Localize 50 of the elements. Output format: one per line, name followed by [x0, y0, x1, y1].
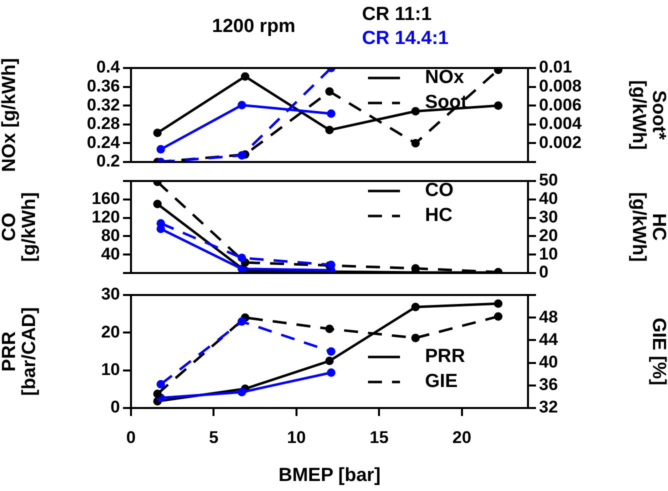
y-tick-label: 0.36: [86, 76, 120, 96]
y2-tick-label: 30: [539, 207, 558, 226]
y2-tick-label: 0.004: [539, 114, 582, 134]
y2-tick-label: 0: [539, 262, 548, 282]
x-tick-label: 20: [452, 428, 472, 447]
x-tick-label: 5: [208, 428, 218, 447]
y2-tick-label: 40: [539, 352, 558, 372]
y-tick-label: 0.24: [86, 132, 121, 152]
y2-tick-label: 20: [539, 226, 558, 245]
y2-tick-label: 10: [539, 244, 558, 264]
x-tick-label: 0: [126, 428, 136, 447]
y2-tick-label: 40: [539, 189, 558, 208]
text: CR 14.4:1: [362, 28, 449, 50]
y2-axis-title: Soot* [g/kWh]: [628, 80, 668, 150]
y-tick-label: 10: [101, 360, 120, 380]
y2-tick-label: 0.006: [539, 95, 582, 114]
y2-tick-label: 0.008: [539, 76, 582, 96]
y-tick-label: 20: [101, 322, 120, 342]
x-tick-label: 10: [286, 428, 306, 447]
y-axis-title: NOx [g/kWh]: [0, 58, 20, 172]
y-tick-label: 30: [101, 284, 120, 304]
y2-tick-label: 36: [539, 375, 558, 394]
y2-tick-label: 50: [539, 170, 558, 190]
y-tick-label: 120: [92, 207, 120, 226]
y2-tick-label: 32: [539, 398, 558, 417]
y2-axis-title: GIE [%]: [648, 318, 668, 386]
legend-label: GIE: [425, 371, 458, 392]
text: CR 11:1: [362, 4, 432, 26]
legend-label: PRR: [425, 346, 466, 368]
y-tick-label: 80: [101, 226, 120, 245]
legend-label: NOx: [425, 67, 464, 88]
x-axis-title: BMEP [bar]: [278, 464, 381, 486]
legend-label: CO: [425, 180, 454, 202]
legend-label: HC: [425, 205, 453, 226]
y-tick-label: 0.2: [96, 152, 120, 171]
y2-tick-label: 44: [539, 330, 558, 349]
y2-tick-label: 48: [539, 307, 558, 326]
x-tick-label: 15: [370, 428, 389, 447]
y-tick-label: 0: [110, 398, 120, 417]
y-tick-label: 0.28: [86, 114, 120, 134]
y-tick-label: 40: [101, 244, 120, 264]
y-tick-label: 0.32: [86, 95, 120, 114]
y-axis-title: PRR [bar/CAD]: [0, 307, 40, 396]
y2-tick-label: 0.01: [539, 58, 572, 77]
chart-title: 1200 rpm: [212, 16, 296, 38]
y2-tick-label: 0.002: [539, 132, 582, 152]
y2-axis-title: HC [g/kWh]: [628, 192, 668, 262]
y-tick-label: 160: [92, 189, 120, 208]
y-tick-label: 0.4: [96, 58, 121, 77]
y-axis-title: CO [g/kWh]: [0, 192, 40, 262]
